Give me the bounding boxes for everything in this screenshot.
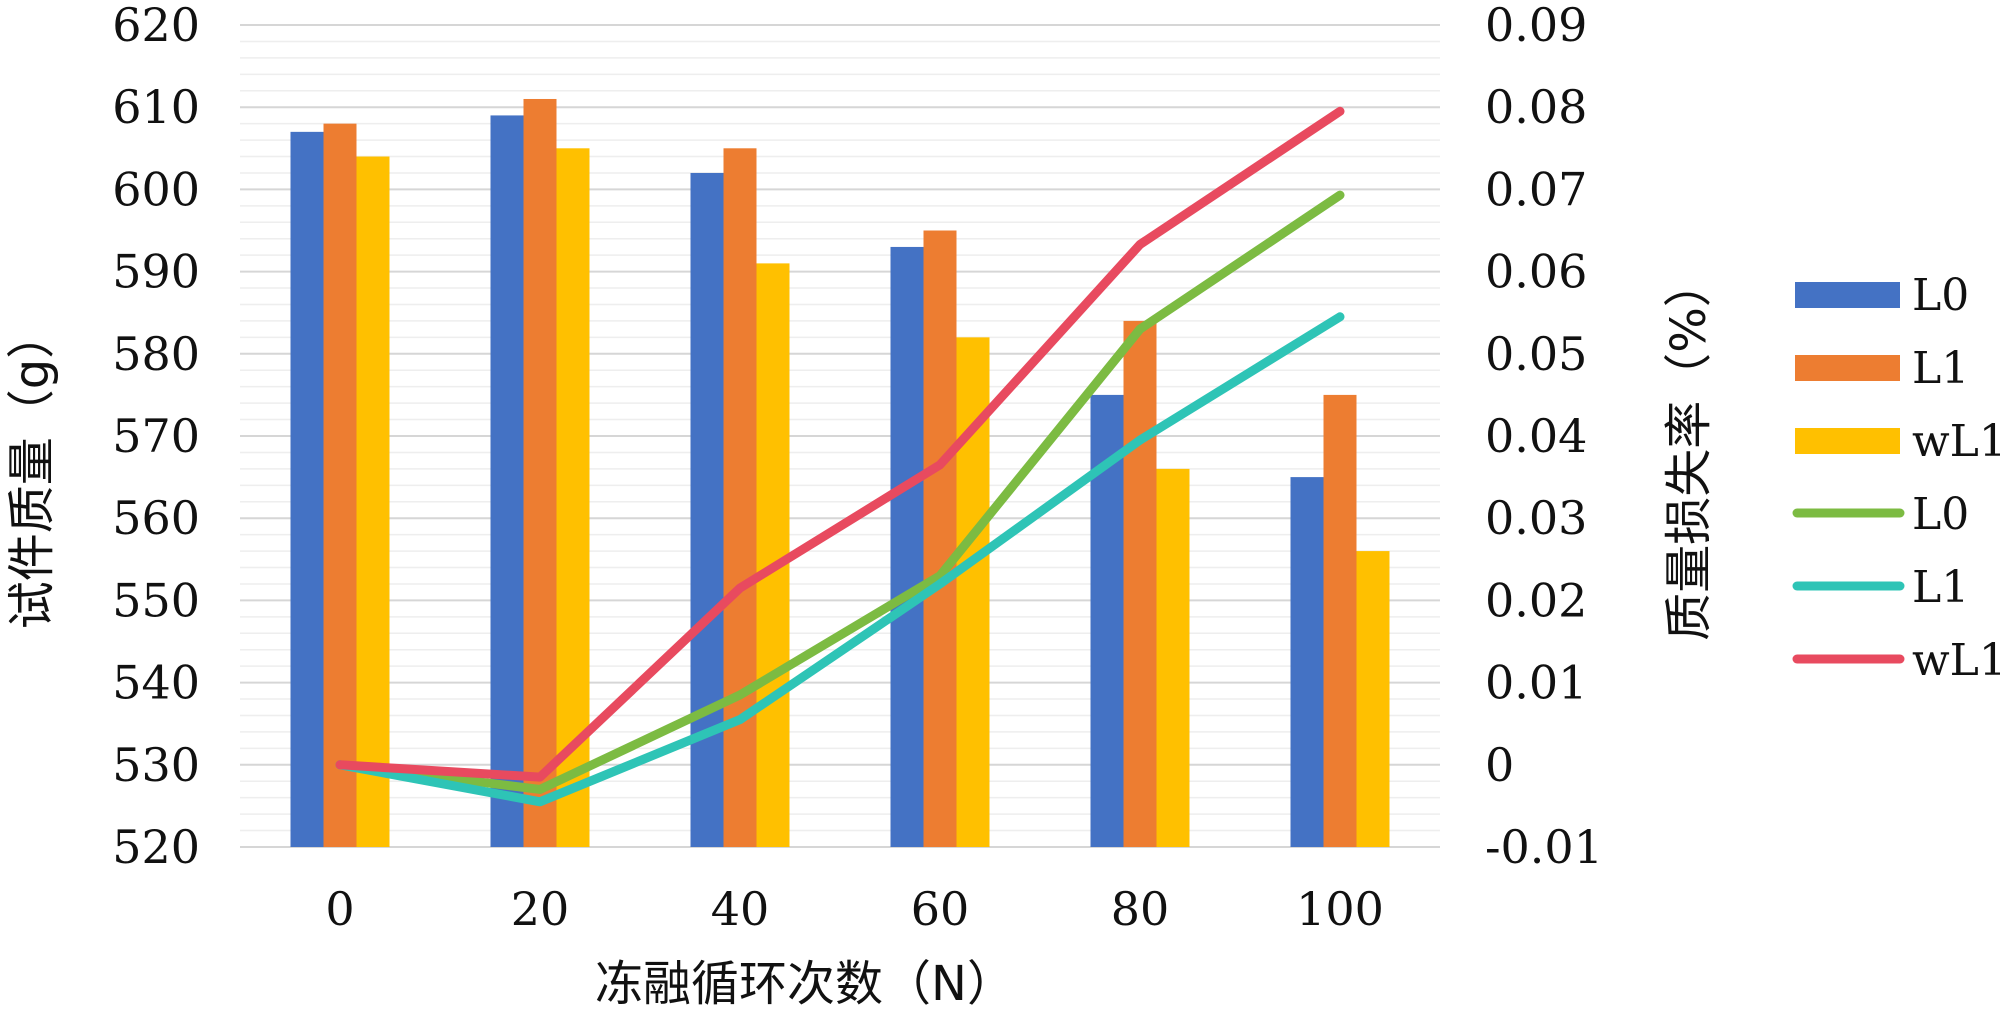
x-tick-label: 60: [911, 882, 970, 936]
y2-tick-label: 0.09: [1485, 0, 1587, 52]
y-tick-label: 580: [112, 327, 200, 381]
bar: [690, 172, 724, 847]
line-series-wl1: [335, 106, 1345, 782]
legend-item: wL1: [1792, 635, 2000, 686]
y2-axis-ticks: -0.01 0 0.01 0.02 0.03 0.04 0.05 0.06 0.07 0.08 0.…: [1485, 0, 1603, 874]
line-series-l0: [335, 190, 1345, 794]
y-tick-label: 590: [112, 245, 200, 299]
y-tick-label: 610: [112, 80, 200, 134]
legend-swatch: [1795, 355, 1900, 381]
legend-swatch: [1795, 282, 1900, 308]
y-tick-label: 620: [112, 0, 200, 52]
x-axis-title: 冻融循环次数（N）: [595, 956, 1015, 1012]
y2-axis-title: 质量损失率（%）: [1661, 259, 1717, 641]
y2-tick-label: 0.05: [1485, 327, 1587, 381]
y-axis-title: 试件质量（g）: [4, 311, 60, 629]
y-tick-label: 540: [112, 656, 200, 710]
legend-item: L1: [1792, 562, 1969, 613]
legend-label: L1: [1912, 343, 1969, 394]
legend: L0 L1 wL1 L0 L1 wL1: [1792, 270, 2000, 686]
legend-label: wL1: [1912, 635, 2000, 686]
bar: [523, 98, 557, 848]
bar-series-l0: [290, 115, 1324, 848]
y2-tick-label: 0.08: [1485, 80, 1587, 134]
bar: [1156, 468, 1190, 847]
x-tick-label: 80: [1111, 882, 1170, 936]
y2-tick-label: -0.01: [1485, 820, 1603, 874]
legend-label: L1: [1912, 562, 1969, 613]
y-axis-ticks: 520 530 540 550 560 570 580 590 600 610 620: [112, 0, 200, 874]
bar: [923, 230, 957, 847]
y-tick-label: 570: [112, 409, 200, 463]
line-series-l1: [335, 312, 1345, 807]
x-tick-label: 20: [511, 882, 570, 936]
y-tick-label: 530: [112, 738, 200, 792]
x-tick-label: 0: [325, 882, 354, 936]
y-tick-label: 520: [112, 820, 200, 874]
legend-item: L0: [1792, 489, 1969, 540]
y-tick-label: 600: [112, 162, 200, 216]
y2-tick-label: 0.01: [1485, 656, 1587, 710]
line-series-group: [335, 106, 1345, 807]
y2-tick-label: 0.02: [1485, 573, 1587, 627]
y2-tick-label: 0: [1485, 738, 1514, 792]
bar: [756, 263, 790, 847]
y-tick-label: 560: [112, 491, 200, 545]
bar: [1123, 320, 1157, 847]
legend-swatch: [1795, 428, 1900, 454]
grid-lines: [240, 24, 1440, 848]
y-tick-label: 550: [112, 573, 200, 627]
legend-item: L1: [1795, 343, 1969, 394]
y2-tick-label: 0.07: [1485, 162, 1587, 216]
legend-item: L0: [1795, 270, 1969, 321]
y2-tick-label: 0.04: [1485, 409, 1587, 463]
bar: [1356, 551, 1390, 847]
y2-tick-label: 0.03: [1485, 491, 1587, 545]
bar: [890, 246, 924, 847]
x-tick-label: 100: [1296, 882, 1384, 936]
bar: [1290, 477, 1324, 847]
bar-series-group: [290, 98, 1390, 848]
legend-label: wL1: [1912, 416, 2000, 467]
bar-series-l1: [323, 98, 1357, 848]
bar: [356, 156, 390, 847]
legend-label: L0: [1912, 270, 1969, 321]
y2-tick-label: 0.06: [1485, 245, 1587, 299]
bar: [1323, 394, 1357, 847]
legend-label: L0: [1912, 489, 1969, 540]
x-axis-ticks: 0 20 40 60 80 100: [325, 882, 1384, 936]
bar: [290, 131, 324, 848]
legend-item: wL1: [1795, 416, 2000, 467]
bar: [323, 123, 357, 847]
bar: [490, 115, 524, 848]
bar: [723, 148, 757, 848]
x-tick-label: 40: [711, 882, 770, 936]
